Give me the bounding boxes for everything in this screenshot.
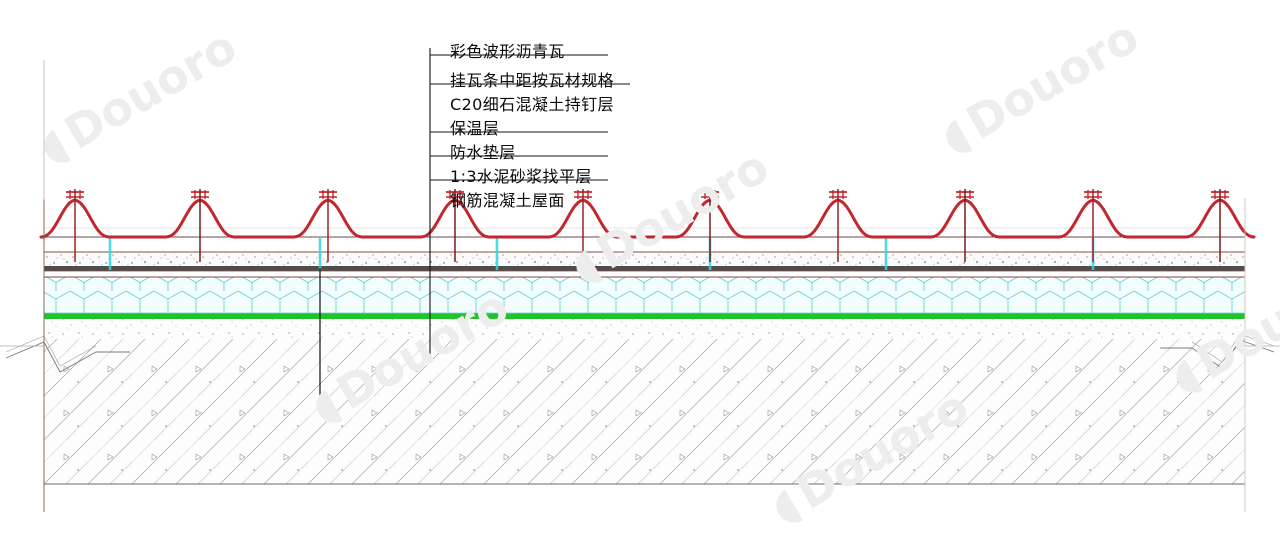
annotation-label: 挂瓦条中距按瓦材规格 [450, 71, 615, 90]
break-symbol-right [1160, 333, 1275, 369]
layer-c20-concrete-nail [44, 251, 1245, 272]
annotation-label: 1:3水泥砂浆找平层 [450, 167, 592, 186]
layer-waterproof-underlay [44, 266, 1245, 271]
layer-cement-mortar-screed [44, 319, 1245, 339]
fastener [1084, 189, 1102, 262]
annotation-rules [430, 54, 630, 181]
fastener [446, 189, 464, 262]
secondary-dimension-line [319, 268, 338, 413]
roof-fasteners [66, 189, 1229, 262]
fastener [1211, 189, 1229, 262]
annotation-label: 钢筋混凝土屋面 [450, 191, 565, 210]
drawing-canvas: 彩色波形沥青瓦挂瓦条中距按瓦材规格 C20细石混凝土持钉层 保温层防水垫层 1:3水泥… [0, 9, 1280, 535]
break-symbol-left [5, 335, 130, 373]
annotation-label: 防水垫层 [450, 143, 516, 162]
annotation-label: C20细石混凝土持钉层 [450, 95, 614, 114]
layer-thermal-insulation [44, 276, 1245, 314]
fastener [701, 189, 719, 262]
fastener [829, 189, 847, 262]
fastener [66, 189, 84, 262]
fastener [191, 189, 209, 262]
fastener [956, 189, 974, 262]
section-drawing [0, 48, 1280, 512]
asphalt-shingle-profile [39, 198, 1256, 239]
layer-reinforced-concrete-roof [44, 338, 1245, 485]
layer-waterproof-green-band [44, 313, 1245, 319]
annotation-label: 保温层 [450, 119, 500, 138]
fastener [319, 189, 337, 262]
shingle-wave-path [39, 198, 1256, 239]
annotation-label: 彩色波形沥青瓦 [450, 42, 565, 61]
fastener [574, 189, 592, 262]
